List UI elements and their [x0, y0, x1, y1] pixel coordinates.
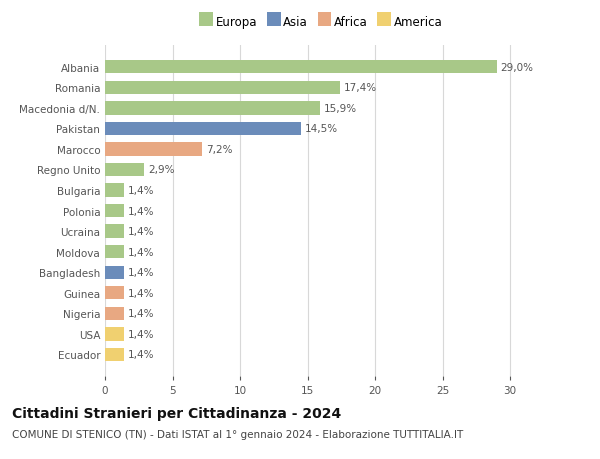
Bar	[105, 61, 497, 74]
Bar	[105, 266, 124, 280]
Bar	[105, 348, 124, 361]
Text: 1,4%: 1,4%	[128, 206, 154, 216]
Text: 2,9%: 2,9%	[148, 165, 175, 175]
Text: 1,4%: 1,4%	[128, 350, 154, 360]
Text: COMUNE DI STENICO (TN) - Dati ISTAT al 1° gennaio 2024 - Elaborazione TUTTITALIA: COMUNE DI STENICO (TN) - Dati ISTAT al 1…	[12, 429, 463, 439]
Text: 1,4%: 1,4%	[128, 329, 154, 339]
Text: 15,9%: 15,9%	[324, 104, 357, 113]
Text: 1,4%: 1,4%	[128, 309, 154, 319]
Bar	[105, 184, 124, 197]
Bar	[105, 123, 301, 136]
Bar	[105, 204, 124, 218]
Text: 1,4%: 1,4%	[128, 227, 154, 237]
Bar	[105, 143, 202, 156]
Bar	[105, 163, 144, 177]
Text: 1,4%: 1,4%	[128, 268, 154, 278]
Legend: Europa, Asia, Africa, America: Europa, Asia, Africa, America	[194, 11, 448, 34]
Text: 1,4%: 1,4%	[128, 185, 154, 196]
Text: Cittadini Stranieri per Cittadinanza - 2024: Cittadini Stranieri per Cittadinanza - 2…	[12, 406, 341, 420]
Bar	[105, 81, 340, 95]
Text: 17,4%: 17,4%	[344, 83, 377, 93]
Text: 1,4%: 1,4%	[128, 288, 154, 298]
Bar	[105, 328, 124, 341]
Text: 7,2%: 7,2%	[206, 145, 233, 155]
Bar	[105, 307, 124, 320]
Bar	[105, 102, 320, 115]
Text: 29,0%: 29,0%	[500, 62, 533, 73]
Text: 14,5%: 14,5%	[305, 124, 338, 134]
Bar	[105, 246, 124, 259]
Text: 1,4%: 1,4%	[128, 247, 154, 257]
Bar	[105, 286, 124, 300]
Bar	[105, 225, 124, 238]
